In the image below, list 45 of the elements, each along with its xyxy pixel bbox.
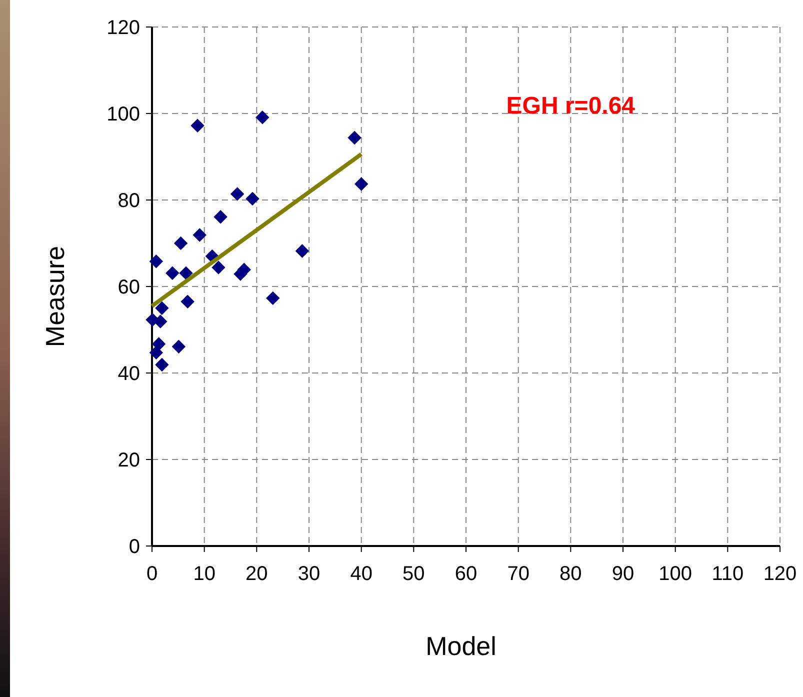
x-tick-label: 90 [612, 563, 634, 585]
x-tick-label: 60 [454, 563, 478, 585]
point [172, 340, 186, 354]
x-tick-label: 100 [658, 563, 692, 585]
x-tick-label: 110 [712, 563, 744, 585]
point [266, 291, 280, 306]
point [174, 236, 188, 250]
y-tick-label: 120 [106, 17, 140, 39]
point [348, 130, 362, 145]
point [230, 187, 244, 201]
point [295, 244, 310, 258]
point [166, 266, 180, 280]
y-tick-label: 20 [118, 450, 140, 472]
point [190, 118, 204, 132]
point [149, 254, 164, 268]
point [354, 177, 368, 191]
x-tick-label: 70 [507, 563, 530, 585]
point [246, 192, 260, 206]
x-tick-label: 0 [146, 563, 158, 585]
x-tick-label: 20 [246, 563, 268, 585]
y-axis-title: Measure [40, 246, 70, 348]
point [155, 358, 169, 372]
point [214, 210, 228, 224]
y-tick-label: 40 [118, 363, 140, 385]
x-tick-label: 40 [350, 563, 372, 585]
point [179, 266, 193, 280]
x-tick-label: 50 [402, 563, 425, 585]
annotation: EGH r=0.64 [506, 92, 636, 120]
y-tick-label: 100 [106, 104, 140, 126]
point [149, 346, 164, 360]
x-tick-label: 10 [193, 563, 216, 585]
x-tick-label: 120 [763, 563, 797, 585]
x-tick-label: 80 [560, 563, 582, 585]
point [180, 294, 194, 308]
x-axis-title: Model [426, 631, 496, 661]
point [154, 314, 168, 328]
point [256, 110, 270, 124]
y-tick-label: 80 [118, 190, 140, 212]
y-tick-label: 60 [118, 276, 140, 298]
x-tick-label: 30 [298, 563, 320, 585]
point [212, 260, 226, 274]
y-tick-label: 0 [128, 536, 140, 558]
point [155, 301, 169, 315]
point [192, 228, 206, 242]
point [152, 337, 166, 351]
